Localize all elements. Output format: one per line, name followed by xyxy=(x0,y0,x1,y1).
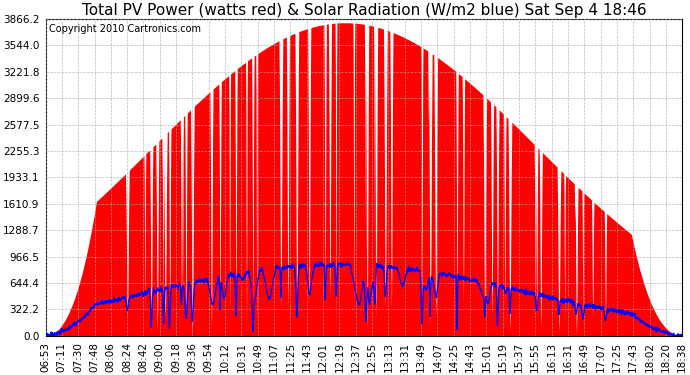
Text: Copyright 2010 Cartronics.com: Copyright 2010 Cartronics.com xyxy=(49,24,201,34)
Title: Total PV Power (watts red) & Solar Radiation (W/m2 blue) Sat Sep 4 18:46: Total PV Power (watts red) & Solar Radia… xyxy=(81,3,647,18)
